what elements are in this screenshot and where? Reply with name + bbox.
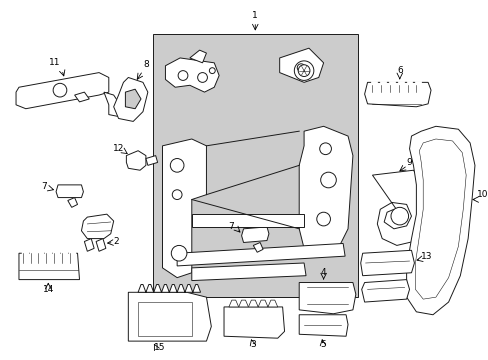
Circle shape <box>320 172 336 188</box>
Polygon shape <box>96 239 106 251</box>
Polygon shape <box>84 239 94 251</box>
Polygon shape <box>128 292 211 341</box>
Text: 14: 14 <box>42 285 54 294</box>
Polygon shape <box>125 89 141 109</box>
Circle shape <box>178 71 187 80</box>
Polygon shape <box>138 284 200 292</box>
Polygon shape <box>152 33 357 297</box>
Polygon shape <box>364 82 430 107</box>
Polygon shape <box>414 139 465 299</box>
Text: 12: 12 <box>113 144 124 153</box>
Circle shape <box>316 212 330 226</box>
Polygon shape <box>191 263 305 280</box>
Polygon shape <box>406 126 474 315</box>
Circle shape <box>298 65 309 76</box>
Polygon shape <box>104 92 121 117</box>
Circle shape <box>172 190 182 199</box>
Polygon shape <box>189 50 206 63</box>
Polygon shape <box>126 151 145 170</box>
Polygon shape <box>19 253 80 280</box>
Polygon shape <box>241 227 268 243</box>
Text: 4: 4 <box>320 268 326 277</box>
Text: 11: 11 <box>49 58 61 67</box>
Text: 7: 7 <box>41 182 47 191</box>
Polygon shape <box>361 280 409 302</box>
Text: 7: 7 <box>227 222 233 231</box>
Text: 2: 2 <box>114 237 119 246</box>
Polygon shape <box>372 170 422 246</box>
Circle shape <box>297 64 305 72</box>
Text: 3: 3 <box>250 339 256 348</box>
Circle shape <box>171 246 186 261</box>
Polygon shape <box>228 300 238 307</box>
Text: 8: 8 <box>142 60 148 69</box>
Polygon shape <box>238 300 248 307</box>
Polygon shape <box>68 198 78 207</box>
Circle shape <box>209 68 215 73</box>
Polygon shape <box>138 302 191 336</box>
Circle shape <box>294 61 313 80</box>
Circle shape <box>319 143 331 154</box>
Polygon shape <box>267 300 277 307</box>
Polygon shape <box>299 126 352 256</box>
Polygon shape <box>113 77 147 121</box>
Circle shape <box>53 83 67 97</box>
Circle shape <box>390 207 408 225</box>
Polygon shape <box>56 185 83 198</box>
Polygon shape <box>258 300 267 307</box>
Text: 6: 6 <box>396 66 402 75</box>
Text: 10: 10 <box>476 190 488 199</box>
Polygon shape <box>81 214 113 239</box>
Polygon shape <box>224 307 284 338</box>
Polygon shape <box>162 139 206 278</box>
Text: 15: 15 <box>154 343 165 352</box>
Polygon shape <box>299 283 355 314</box>
Circle shape <box>197 73 207 82</box>
Polygon shape <box>279 48 323 82</box>
Polygon shape <box>75 92 89 102</box>
Polygon shape <box>191 214 304 227</box>
Polygon shape <box>165 58 219 92</box>
Polygon shape <box>177 243 345 266</box>
Polygon shape <box>253 243 263 252</box>
Text: 13: 13 <box>420 252 432 261</box>
Text: 1: 1 <box>252 12 258 21</box>
Polygon shape <box>16 73 108 109</box>
Text: 5: 5 <box>320 339 326 348</box>
Polygon shape <box>360 250 414 276</box>
Polygon shape <box>299 315 347 336</box>
Circle shape <box>170 158 183 172</box>
Text: 9: 9 <box>406 158 411 167</box>
Polygon shape <box>145 156 157 165</box>
Polygon shape <box>248 300 258 307</box>
